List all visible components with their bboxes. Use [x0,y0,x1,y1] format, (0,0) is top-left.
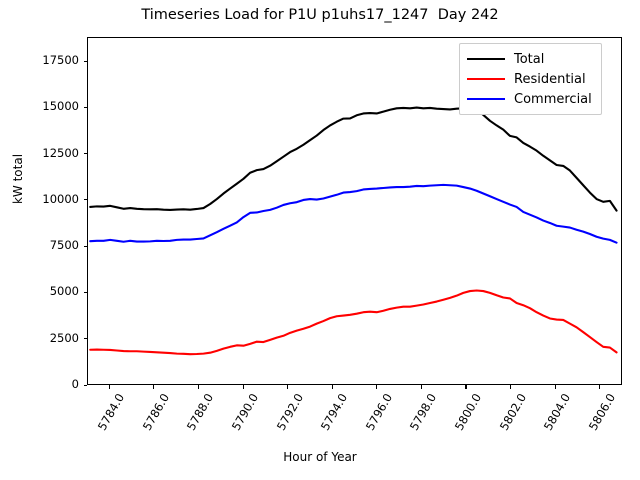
x-tick-mark [599,385,601,389]
y-tick-mark [83,384,87,386]
legend-swatch-commercial [467,98,505,100]
x-tick-mark [108,385,110,389]
series-canvas [89,106,618,356]
y-tick-mark [83,153,87,155]
y-tick-label: 10000 [42,191,79,206]
y-tick-label: 12500 [42,145,79,160]
y-tick-mark [83,245,87,247]
legend-label-residential: Residential [514,71,586,87]
legend-item[interactable]: Residential [467,69,592,89]
y-tick-mark [83,199,87,201]
y-tick-label: 2500 [49,330,79,345]
chart-legend: Total Residential Commercial [459,43,602,115]
x-tick-mark [287,385,289,389]
y-tick-label: 17500 [42,53,79,68]
legend-swatch-total [467,58,505,60]
x-tick-mark [510,385,512,389]
series-line-total [89,106,618,212]
legend-item[interactable]: Commercial [467,89,592,109]
y-tick-label: 7500 [49,238,79,253]
x-tick-mark [197,385,200,389]
y-tick-mark [83,291,87,294]
series-line-commercial [89,183,618,244]
legend-label-total: Total [514,51,545,67]
y-tick-mark [83,60,87,62]
y-tick-label: 0 [71,377,79,391]
plot-area [87,37,622,385]
x-tick-mark [153,385,155,389]
x-tick-mark [465,385,467,389]
legend-swatch-residential [467,78,505,80]
legend-item[interactable]: Total [467,49,592,69]
y-tick-label: 15000 [42,99,79,114]
legend-label-commercial: Commercial [514,91,592,107]
x-tick-mark [554,385,556,389]
x-tick-mark [242,385,244,389]
y-tick-mark [83,338,87,340]
series-line-residential [89,289,618,356]
y-tick-mark [83,106,87,108]
chart-title: Timeseries Load for P1U p1uhs17_1247 Day… [141,7,499,23]
x-axis-label: Hour of Year [283,450,357,464]
x-tick-mark [376,385,378,389]
x-tick-mark [331,385,333,389]
y-tick-label: 5000 [49,284,79,299]
x-tick-mark [420,385,422,389]
